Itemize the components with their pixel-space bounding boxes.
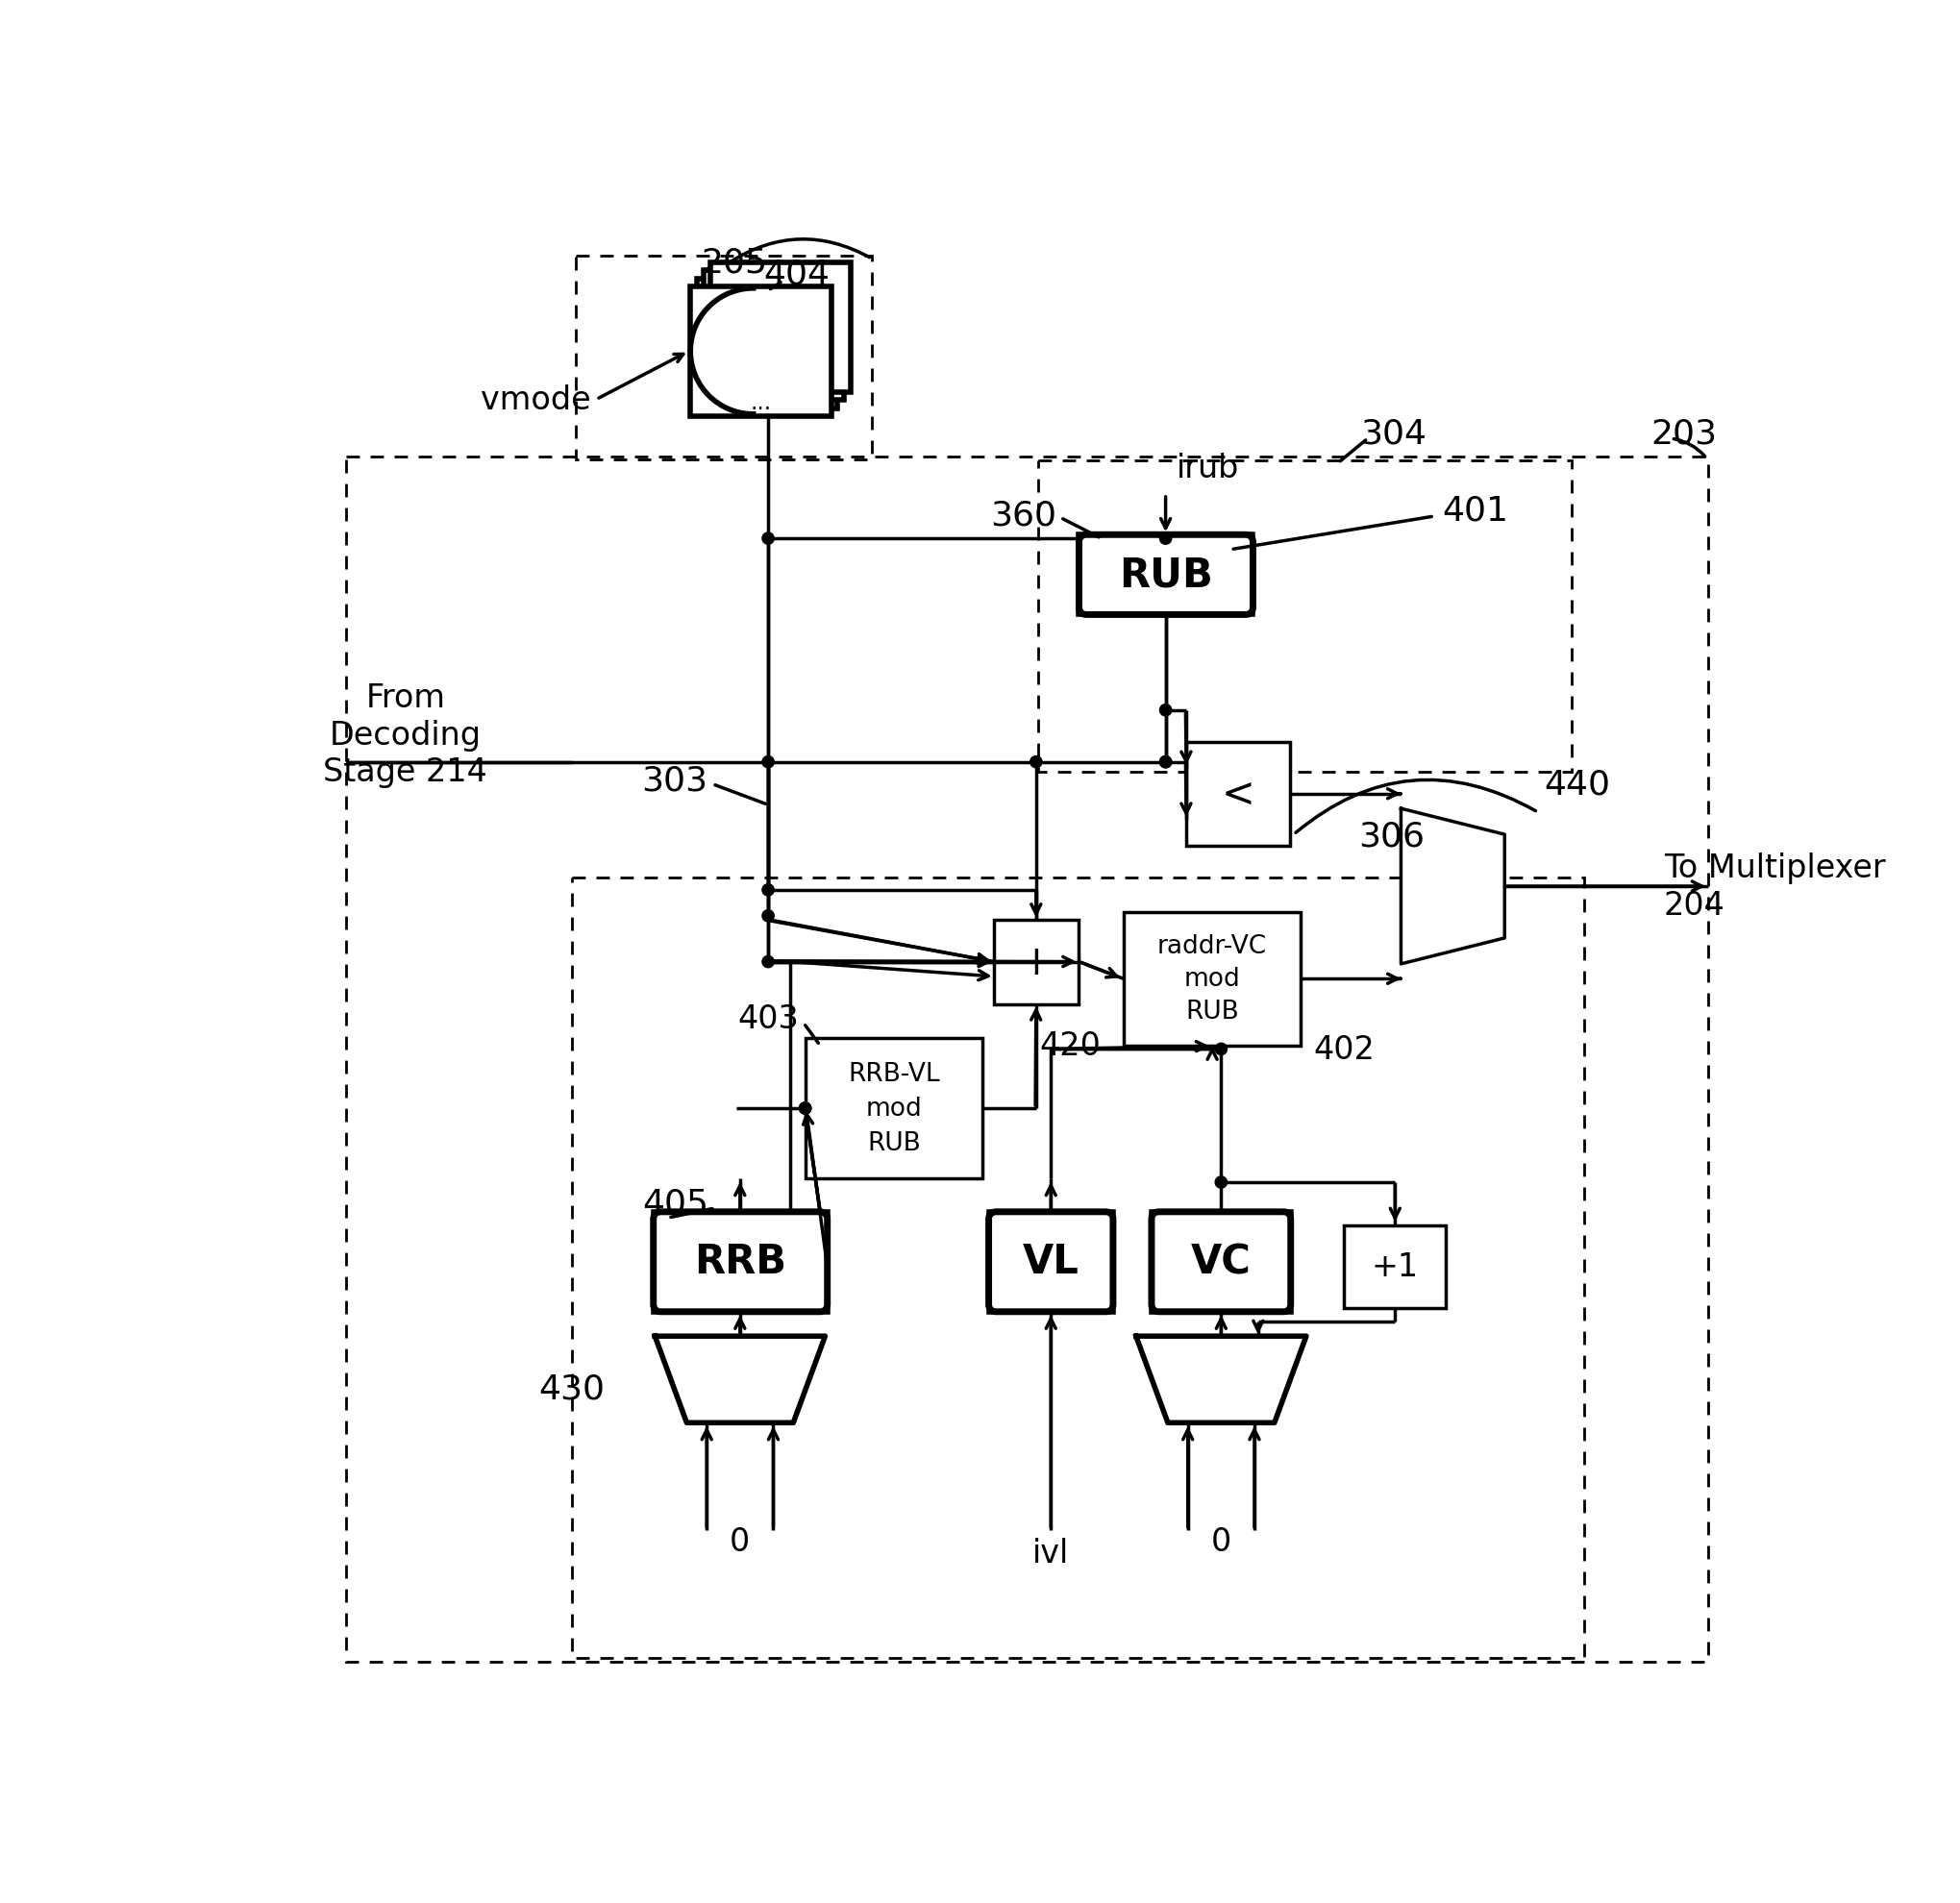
Text: 0: 0: [729, 1526, 751, 1557]
Text: RUB: RUB: [1117, 556, 1211, 596]
Circle shape: [1029, 757, 1041, 769]
Text: 304: 304: [1360, 417, 1427, 451]
Bar: [806, 1039, 982, 1178]
Circle shape: [1158, 533, 1170, 544]
FancyBboxPatch shape: [653, 1212, 827, 1311]
Text: VC: VC: [1190, 1241, 1250, 1283]
Bar: [1037, 461, 1570, 773]
Circle shape: [1215, 1176, 1227, 1189]
Bar: [690, 287, 831, 417]
Text: vmode: vmode: [480, 384, 590, 417]
Text: 440: 440: [1543, 769, 1609, 801]
Circle shape: [762, 910, 774, 923]
Bar: [704, 272, 845, 402]
Text: VL: VL: [1021, 1241, 1078, 1283]
Bar: [572, 877, 1584, 1658]
Circle shape: [762, 757, 774, 769]
Text: ivl: ivl: [1033, 1536, 1068, 1568]
Circle shape: [1215, 1043, 1227, 1056]
Text: RRB-VL: RRB-VL: [847, 1062, 939, 1087]
Polygon shape: [655, 1336, 825, 1423]
Text: To Multiplexer
204: To Multiplexer 204: [1662, 853, 1884, 921]
Circle shape: [1158, 757, 1170, 769]
Bar: [1186, 742, 1290, 847]
Text: +: +: [1019, 942, 1053, 982]
Text: 401: 401: [1441, 495, 1507, 527]
Text: 405: 405: [643, 1187, 710, 1220]
Circle shape: [1158, 757, 1170, 769]
Text: irub: irub: [1176, 453, 1239, 485]
Bar: [1123, 913, 1299, 1047]
Polygon shape: [1399, 809, 1503, 965]
Circle shape: [762, 885, 774, 896]
Text: RUB: RUB: [1186, 999, 1239, 1024]
Bar: [653, 1212, 827, 1311]
Circle shape: [800, 1102, 811, 1115]
Bar: [994, 919, 1078, 1005]
Circle shape: [800, 1102, 811, 1115]
Circle shape: [762, 955, 774, 969]
Text: raddr-VC: raddr-VC: [1156, 934, 1266, 959]
Text: ...: ...: [751, 390, 770, 413]
Circle shape: [1158, 704, 1170, 717]
Text: RUB: RUB: [866, 1130, 921, 1155]
FancyBboxPatch shape: [1078, 535, 1252, 615]
Text: mod: mod: [864, 1096, 921, 1121]
Polygon shape: [1135, 1336, 1305, 1423]
Text: 360: 360: [990, 499, 1056, 531]
Text: 0: 0: [1211, 1526, 1231, 1557]
Text: 430: 430: [539, 1372, 606, 1404]
Text: +1: +1: [1370, 1250, 1417, 1283]
Bar: [696, 280, 837, 409]
Circle shape: [762, 533, 774, 544]
Bar: [1343, 1226, 1445, 1307]
Text: RRB: RRB: [694, 1241, 786, 1283]
FancyBboxPatch shape: [988, 1212, 1113, 1311]
FancyBboxPatch shape: [1151, 1212, 1290, 1311]
Text: mod: mod: [1184, 967, 1241, 991]
Text: 306: 306: [1358, 820, 1425, 853]
Bar: [1151, 1212, 1290, 1311]
Bar: [1078, 535, 1252, 615]
Text: 402: 402: [1313, 1033, 1374, 1066]
Text: From
Decoding
Stage 214: From Decoding Stage 214: [323, 683, 488, 788]
Text: 404: 404: [762, 259, 829, 291]
Text: 205: 205: [702, 247, 768, 280]
Text: <: <: [1221, 775, 1254, 814]
Bar: [576, 257, 872, 461]
Text: 303: 303: [641, 763, 708, 797]
Bar: [988, 1212, 1113, 1311]
Bar: [710, 263, 851, 392]
Text: 403: 403: [737, 1003, 800, 1033]
Bar: [347, 457, 1707, 1661]
Text: 203: 203: [1650, 417, 1715, 451]
Text: 420: 420: [1039, 1030, 1100, 1062]
